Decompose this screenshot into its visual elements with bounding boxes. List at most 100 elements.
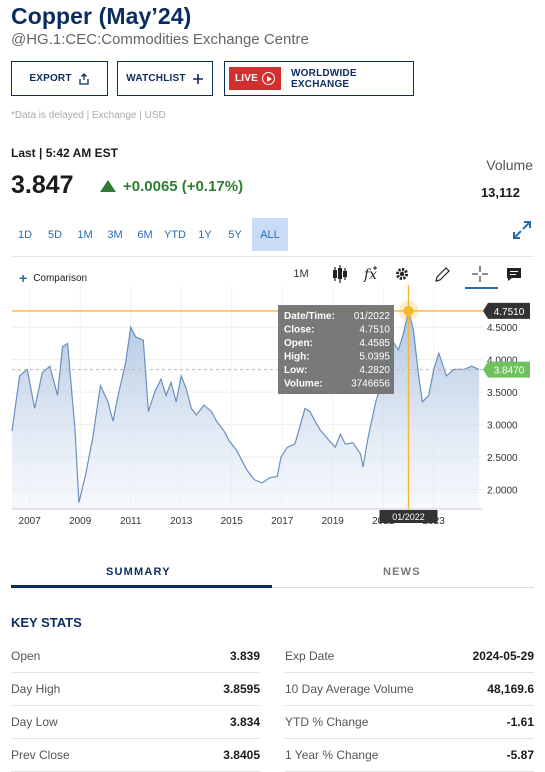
stat-value: -1.61 <box>506 715 534 729</box>
volume-label: Volume <box>486 157 533 173</box>
tab-divider <box>11 587 534 588</box>
live-exchange-button[interactable]: LIVE WORLDWIDE EXCHANGE <box>224 61 414 96</box>
y-tick-label: 4.0000 <box>487 356 518 367</box>
x-tick-label: 2009 <box>69 516 92 527</box>
y-tick-label: 3.5000 <box>487 388 518 399</box>
stat-value: 3.8405 <box>223 748 260 762</box>
range-selector: 1D 5D 1M 3M 6M YTD 1Y 5Y ALL <box>10 218 288 251</box>
range-5y[interactable]: 5Y <box>228 228 242 241</box>
crosshair-icon[interactable] <box>470 263 490 285</box>
y-tick-label: 3.0000 <box>487 421 518 432</box>
tab-active-indicator <box>11 585 272 588</box>
stat-row-ytd-change: YTD % Change -1.61 <box>285 706 534 739</box>
x-tick-label: 2011 <box>120 516 142 527</box>
divider <box>11 256 534 257</box>
range-3m[interactable]: 3M <box>107 228 123 241</box>
stat-label: YTD % Change <box>285 715 369 729</box>
stat-row-prev-close: Prev Close 3.8405 <box>11 739 260 772</box>
stat-row-exp-date: Exp Date 2024-05-29 <box>285 640 534 673</box>
stat-label: Prev Close <box>11 748 70 762</box>
stat-row-avg-volume: 10 Day Average Volume 48,169.6 <box>285 673 534 706</box>
stat-label: 10 Day Average Volume <box>285 682 414 696</box>
comparison-button[interactable]: + Comparison <box>19 270 87 286</box>
y-tick-label: 2.0000 <box>487 486 518 497</box>
last-price: 3.847 <box>11 171 74 199</box>
key-stats-right: Exp Date 2024-05-29 10 Day Average Volum… <box>285 640 534 772</box>
chat-icon[interactable] <box>505 263 523 285</box>
stat-label: 1 Year % Change <box>285 748 379 762</box>
stat-value: 2024-05-29 <box>472 649 534 663</box>
stat-row-open: Open 3.839 <box>11 640 260 673</box>
tooltip-value: 01/2022 <box>354 311 391 322</box>
function-icon[interactable]: fx <box>361 263 381 285</box>
series-area <box>12 310 480 509</box>
tooltip-label: Volume: <box>284 379 323 390</box>
price-change: +0.0065 (+0.17%) <box>123 178 244 195</box>
play-icon <box>262 72 276 85</box>
tooltip-value: 5.0395 <box>359 352 390 363</box>
tooltip-value: 3746656 <box>351 379 390 390</box>
stat-row-1y-change: 1 Year % Change -5.87 <box>285 739 534 772</box>
crosshair-y-badge <box>483 302 530 319</box>
svg-text:fx: fx <box>363 267 377 283</box>
expand-icon[interactable] <box>512 220 532 240</box>
tab-summary[interactable]: SUMMARY <box>106 566 171 578</box>
range-5d[interactable]: 5D <box>47 228 63 241</box>
range-1d[interactable]: 1D <box>17 228 33 241</box>
live-label: LIVE <box>235 73 259 84</box>
up-arrow-icon <box>100 180 116 192</box>
range-ytd[interactable]: YTD <box>164 228 186 241</box>
crosshair-y-label: 4.7510 <box>494 307 525 318</box>
watchlist-button[interactable]: WATCHLIST <box>117 61 213 96</box>
tooltip-label: Date/Time: <box>284 311 335 322</box>
key-stats-left: Open 3.839 Day High 3.8595 Day Low 3.834… <box>11 640 260 772</box>
symbol-subtitle: @HG.1:CEC:Commodities Exchange Centre <box>11 31 309 48</box>
tooltip-label: Open: <box>284 338 313 349</box>
series-line <box>11 310 480 503</box>
delayed-note: *Data is delayed | Exchange | USD <box>11 110 166 121</box>
range-1y[interactable]: 1Y <box>198 228 212 241</box>
stat-value: 3.839 <box>229 649 260 663</box>
range-all[interactable]: ALL <box>252 218 288 251</box>
candlestick-icon[interactable] <box>330 263 350 285</box>
price-chart[interactable]: 2.0000 2.5000 3.0000 3.5000 4.0000 4.5000 2007… <box>0 285 545 535</box>
current-value-badge <box>483 361 530 378</box>
export-button[interactable]: EXPORT <box>11 61 108 96</box>
range-6m[interactable]: 6M <box>137 228 153 241</box>
interval-selector[interactable]: 1M <box>293 268 309 280</box>
x-tick-label: 2017 <box>271 516 294 527</box>
volume-value: 13,112 <box>480 185 520 200</box>
tooltip-label: High: <box>284 352 310 363</box>
stat-label: Day High <box>11 682 61 696</box>
stat-row-day-low: Day Low 3.834 <box>11 706 260 739</box>
x-tick-label: 2015 <box>221 516 244 527</box>
stat-label: Exp Date <box>285 649 335 663</box>
range-1m[interactable]: 1M <box>77 228 93 241</box>
tooltip-value: 4.2820 <box>359 365 390 376</box>
tab-bar: SUMMARY NEWS <box>11 556 534 588</box>
x-tick-label: 2007 <box>19 516 42 527</box>
crosshair-active-indicator <box>465 287 498 289</box>
tooltip-box <box>278 305 394 394</box>
stat-row-day-high: Day High 3.8595 <box>11 673 260 706</box>
stat-value: 48,169.6 <box>487 682 534 696</box>
stat-value: 3.8595 <box>223 682 260 696</box>
live-badge: LIVE <box>229 67 282 90</box>
tooltip-label: Low: <box>284 365 307 376</box>
export-label: EXPORT <box>29 73 72 84</box>
key-stats-heading: KEY STATS <box>11 615 82 630</box>
gear-icon[interactable] <box>393 263 411 285</box>
tooltip-value: 4.4585 <box>359 338 390 349</box>
crosshair-x-label: 01/2022 <box>392 512 425 522</box>
y-tick-label: 2.5000 <box>487 453 518 464</box>
pencil-icon[interactable] <box>433 263 451 285</box>
stat-label: Open <box>11 649 41 663</box>
x-tick-label: 2013 <box>170 516 193 527</box>
tab-news[interactable]: NEWS <box>383 566 421 578</box>
page-title: Copper (May’24) <box>11 3 192 29</box>
tooltip-value: 4.7510 <box>359 325 390 336</box>
comparison-label: Comparison <box>33 272 88 284</box>
share-icon <box>79 72 89 85</box>
stat-value: -5.87 <box>506 748 534 762</box>
stat-value: 3.834 <box>229 715 260 729</box>
